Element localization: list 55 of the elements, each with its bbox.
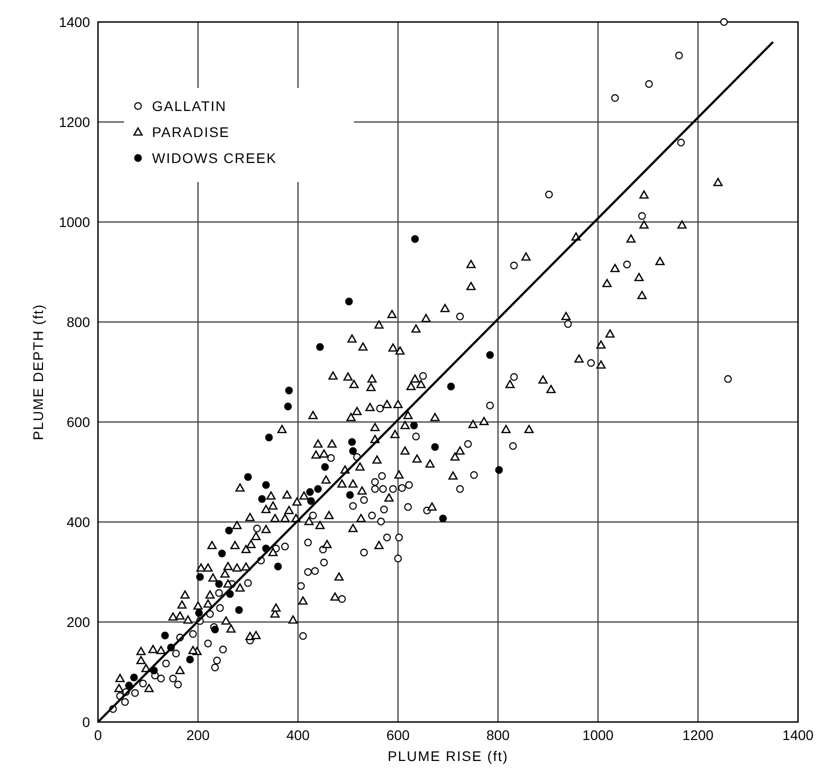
point xyxy=(215,580,223,588)
x-axis-title: PLUME RISE (ft) xyxy=(388,748,508,764)
point xyxy=(196,573,204,581)
point xyxy=(265,434,273,442)
point xyxy=(307,497,315,505)
legend-label: PARADISE xyxy=(152,124,230,140)
point xyxy=(321,463,329,471)
point xyxy=(284,402,292,410)
point xyxy=(225,526,233,534)
x-tick-label: 800 xyxy=(486,727,510,743)
y-tick-label: 1400 xyxy=(58,14,90,30)
point xyxy=(495,466,503,474)
y-tick-label: 800 xyxy=(66,314,90,330)
point xyxy=(186,656,194,664)
point xyxy=(486,351,494,359)
y-tick-label: 200 xyxy=(66,614,90,630)
point xyxy=(447,382,455,390)
y-tick-label: 1000 xyxy=(58,214,90,230)
point xyxy=(346,491,354,499)
point xyxy=(411,235,419,243)
point xyxy=(349,447,357,455)
point xyxy=(316,343,324,351)
point xyxy=(431,443,439,451)
point xyxy=(314,485,322,493)
point xyxy=(258,495,266,503)
point xyxy=(274,562,282,570)
point xyxy=(285,386,293,394)
point xyxy=(244,473,252,481)
x-tick-label: 1200 xyxy=(682,727,714,743)
x-tick-label: 200 xyxy=(186,727,210,743)
point xyxy=(125,682,133,690)
point xyxy=(211,626,219,634)
point xyxy=(235,606,243,614)
x-tick-label: 0 xyxy=(94,727,102,743)
y-tick-label: 1200 xyxy=(58,114,90,130)
point xyxy=(345,298,353,306)
point xyxy=(262,481,270,489)
y-tick-label: 600 xyxy=(66,414,90,430)
y-tick-label: 400 xyxy=(66,514,90,530)
point xyxy=(161,632,169,640)
legend-label: GALLATIN xyxy=(152,98,227,114)
point xyxy=(306,488,314,496)
y-axis-title: PLUME DEPTH (ft) xyxy=(30,304,46,440)
x-tick-label: 600 xyxy=(386,727,410,743)
x-tick-label: 1000 xyxy=(582,727,614,743)
point xyxy=(410,422,418,430)
point xyxy=(130,674,138,682)
y-tick-label: 0 xyxy=(82,714,90,730)
point xyxy=(195,609,203,617)
x-tick-label: 1400 xyxy=(782,727,814,743)
point xyxy=(439,514,447,522)
legend-label: WIDOWS CREEK xyxy=(152,150,277,166)
point xyxy=(218,550,226,558)
x-tick-label: 400 xyxy=(286,727,310,743)
point xyxy=(348,438,356,446)
